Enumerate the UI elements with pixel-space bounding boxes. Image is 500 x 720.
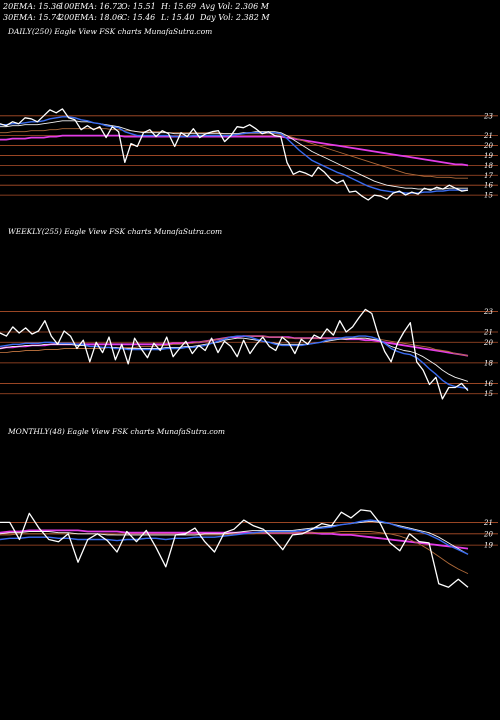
monthly-level-label: 19 — [484, 542, 493, 550]
weekly-caption: WEEKLY(255) Eagle View FSK charts Munafa… — [8, 227, 223, 236]
daily-level-label: 21 — [483, 132, 493, 140]
daily-level-label: 15 — [484, 192, 493, 200]
weekly-level-label: 16 — [484, 380, 493, 388]
weekly-level-label: 23 — [483, 308, 493, 316]
monthly-caption: MONTHLY(48) Eagle View FSK charts Munafa… — [8, 427, 226, 436]
monthly-price-line — [0, 509, 469, 588]
ema20-label: 20EMA: 15.36 — [3, 2, 62, 11]
daily-level-label: 20 — [483, 142, 493, 150]
weekly-level-label: 15 — [484, 390, 493, 398]
weekly-price-line — [0, 308, 469, 400]
low-label: L: 15.40 — [161, 13, 195, 22]
weekly-level-label: 18 — [484, 359, 493, 367]
ema200-label: 200EMA: 18.06 — [59, 13, 123, 22]
high-label: H: 15.69 — [161, 2, 197, 11]
daily-level-label: 16 — [484, 182, 493, 190]
monthly-panel: 21 20 19 — [0, 509, 498, 588]
day-vol-label: Day Vol: 2.382 M — [200, 13, 270, 22]
weekly-level-label: 20 — [483, 339, 493, 347]
daily-level-label: 17 — [484, 172, 493, 180]
daily-level-label: 18 — [484, 162, 493, 170]
daily-level-label: 23 — [483, 112, 493, 120]
daily-ema-short-line — [0, 116, 468, 194]
monthly-level-label: 21 — [483, 519, 493, 527]
daily-panel: 23 21 20 19 18 17 16 15 — [0, 108, 498, 201]
avg-vol-label: Avg Vol: 2.306 M — [200, 2, 269, 11]
daily-ema-mid-line — [0, 120, 468, 190]
ema30-label: 30EMA: 15.74 — [3, 13, 62, 22]
weekly-level-label: 21 — [483, 329, 493, 337]
weekly-panel: 23 21 20 18 16 15 — [0, 308, 498, 400]
open-label: O: 15.51 — [121, 2, 156, 11]
close-label: C: 15.46 — [121, 13, 156, 22]
monthly-level-label: 20 — [483, 530, 493, 538]
weekly-ema-short-line — [0, 335, 469, 390]
ema100-label: 100EMA: 16.72 — [59, 2, 123, 11]
daily-level-label: 19 — [484, 152, 493, 160]
daily-price-line — [0, 108, 469, 201]
daily-ema-200-line — [0, 134, 469, 167]
monthly-ema-short-line — [0, 519, 469, 555]
daily-caption: DAILY(250) Eagle View FSK charts MunafaS… — [8, 27, 213, 36]
weekly-ema-mid-line — [0, 337, 469, 382]
